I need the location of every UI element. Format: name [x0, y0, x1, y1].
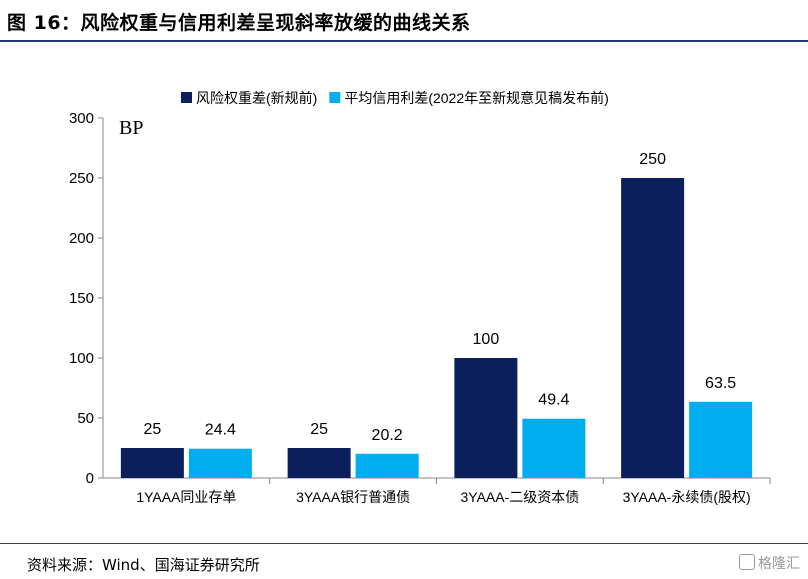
- bar: [522, 418, 586, 478]
- legend-swatch: [181, 92, 192, 103]
- bar: [287, 448, 351, 478]
- data-label: 25: [310, 421, 328, 438]
- x-tick-label: 1YAAA同业存单: [136, 489, 236, 505]
- bar: [120, 448, 184, 478]
- x-tick-label: 3YAAA-二级资本债: [460, 489, 579, 505]
- y-tick-label: 150: [69, 290, 94, 307]
- y-tick-label: 50: [77, 410, 94, 427]
- data-label: 63.5: [705, 375, 736, 392]
- data-label: 100: [473, 331, 500, 348]
- data-label: 25: [143, 421, 161, 438]
- bar: [355, 453, 419, 478]
- watermark: 格隆汇: [739, 553, 800, 573]
- legend-label: 平均信用利差(2022年至新规意见稿发布前): [344, 90, 608, 106]
- legend-label: 风险权重差(新规前): [196, 90, 317, 106]
- data-label: 20.2: [372, 427, 403, 444]
- y-tick-label: 0: [86, 470, 94, 487]
- data-label: 24.4: [205, 422, 236, 439]
- x-tick-label: 3YAAA-永续债(股权): [623, 489, 751, 505]
- y-unit-label: BP: [119, 117, 143, 139]
- bar: [689, 401, 753, 478]
- data-label: 49.4: [538, 392, 569, 409]
- y-tick-label: 100: [69, 350, 94, 367]
- figure-title: 图 16：风险权重与信用利差呈现斜率放缓的曲线关系: [7, 12, 471, 34]
- y-tick-label: 300: [69, 110, 94, 127]
- x-tick-label: 3YAAA银行普通债: [296, 489, 410, 505]
- bar: [621, 178, 685, 478]
- data-label: 250: [639, 151, 666, 168]
- y-tick-label: 200: [69, 230, 94, 247]
- watermark-logo-icon: [739, 554, 755, 570]
- footer-divider: [0, 543, 808, 544]
- bar: [454, 358, 518, 478]
- legend-swatch: [329, 92, 341, 103]
- source-note: 资料来源：Wind、国海证券研究所: [27, 556, 260, 574]
- title-divider: [0, 40, 808, 42]
- bar: [188, 448, 252, 478]
- y-tick-label: 250: [69, 170, 94, 187]
- watermark-text: 格隆汇: [758, 556, 800, 572]
